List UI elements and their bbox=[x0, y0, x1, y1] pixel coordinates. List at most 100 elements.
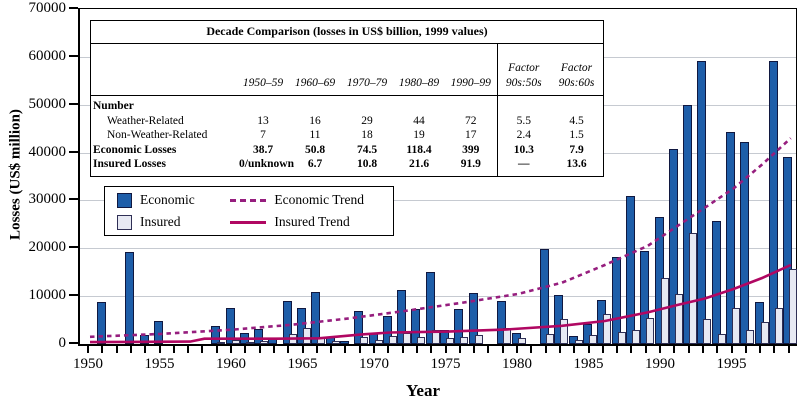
y-tick-label: 50000 bbox=[28, 95, 67, 112]
x-tick bbox=[144, 345, 147, 353]
bar-economic-1993 bbox=[697, 60, 707, 344]
bar-economic-1991 bbox=[668, 148, 678, 344]
bar-insured-1990 bbox=[660, 278, 669, 344]
table-cell: 1.5 bbox=[569, 129, 584, 141]
x-tick-label: 1975 bbox=[430, 356, 461, 372]
table-cell: 44 bbox=[413, 114, 425, 127]
legend-item-solid: Insured Trend bbox=[230, 214, 387, 230]
table-cell bbox=[496, 95, 550, 114]
bar-economic-1971 bbox=[382, 315, 392, 344]
table-cell: 16 bbox=[309, 114, 321, 127]
bar-insured-1973 bbox=[417, 336, 426, 344]
bar-insured-1998 bbox=[774, 307, 783, 344]
table-row: Insured Losses 0/unknown 6.7 10.8 21.6 91.9 — 1… bbox=[91, 157, 603, 176]
x-tick bbox=[473, 345, 476, 353]
x-tick-label: 1970 bbox=[359, 356, 389, 372]
bar-insured-1988 bbox=[631, 329, 640, 344]
table-row: Economic Losses 38.7 50.8 74.5 118.4 399 10.3 7… bbox=[91, 142, 603, 157]
x-tick-label: 1955 bbox=[144, 356, 175, 372]
table-cell: — bbox=[496, 157, 550, 176]
legend-item-dashed: Economic Trend bbox=[230, 192, 387, 208]
y-tick bbox=[69, 342, 78, 344]
table-cell bbox=[289, 96, 341, 114]
insured-trend-swatch bbox=[230, 220, 267, 224]
x-tick bbox=[272, 345, 275, 353]
bar-economic-1998 bbox=[768, 60, 778, 344]
y-tick bbox=[69, 102, 78, 105]
bar-insured-1972 bbox=[403, 333, 412, 344]
bar-insured-1974 bbox=[431, 329, 440, 344]
table-cell: 91.9 bbox=[460, 158, 481, 170]
x-tick bbox=[558, 345, 561, 353]
y-tick-label: 60000 bbox=[28, 47, 67, 64]
table-row: Weather-Related 13 16 29 44 72 5.5 4.5 bbox=[91, 113, 603, 128]
economic-swatch bbox=[117, 192, 132, 208]
x-tick bbox=[458, 345, 461, 353]
bar-insured-1993 bbox=[703, 319, 712, 344]
x-tick bbox=[659, 345, 661, 353]
table-cell: 7 bbox=[260, 129, 266, 141]
bar-economic-1982 bbox=[540, 249, 550, 344]
bar-insured-1999 bbox=[789, 268, 798, 344]
table-cell bbox=[393, 96, 445, 114]
table-row-label: Number bbox=[93, 100, 134, 112]
bar-economic-1959 bbox=[211, 326, 221, 344]
x-tick bbox=[344, 345, 347, 353]
insured-trend-line bbox=[89, 263, 792, 344]
bar-insured-1992 bbox=[689, 232, 698, 344]
x-tick bbox=[101, 345, 104, 353]
y-tick bbox=[69, 198, 78, 201]
legend-item-econ: Economic bbox=[117, 192, 230, 208]
table-header-decade: 1980–89 bbox=[393, 44, 445, 96]
bar-insured-1977 bbox=[474, 335, 483, 344]
y-tick bbox=[69, 294, 78, 297]
economic-trend-line bbox=[89, 137, 792, 339]
x-tick bbox=[759, 345, 762, 353]
bar-insured-1986 bbox=[603, 314, 612, 344]
x-tick bbox=[287, 345, 290, 353]
table-grid: 1950–59 1960–69 1970–79 1980–89 1990–99 Facto… bbox=[91, 44, 603, 176]
x-tick bbox=[330, 345, 333, 353]
bar-insured-1970 bbox=[374, 339, 383, 344]
table-cell: 5.5 bbox=[496, 113, 550, 128]
bar-economic-1995 bbox=[726, 132, 735, 344]
bar-economic-1962 bbox=[254, 329, 264, 344]
table-cell: 0/unknown bbox=[239, 158, 294, 170]
x-tick bbox=[501, 345, 504, 353]
table-header-decade: 1960–69 bbox=[289, 44, 341, 96]
bar-economic-1969 bbox=[354, 310, 364, 344]
table-cell: 2.4 bbox=[496, 128, 550, 143]
bar-insured-1960 bbox=[231, 339, 240, 344]
gridline bbox=[80, 248, 796, 250]
bar-insured-1983 bbox=[560, 319, 569, 344]
table-cell: 19 bbox=[413, 129, 425, 141]
gridline bbox=[80, 200, 796, 202]
table-cell: 10.8 bbox=[356, 158, 378, 170]
table-cell: 38.7 bbox=[252, 143, 274, 156]
table-cell bbox=[550, 96, 603, 114]
table-cell: 17 bbox=[465, 129, 477, 141]
table-cell: 29 bbox=[361, 114, 373, 127]
table-header-empty bbox=[91, 44, 237, 96]
bar-insured-1995 bbox=[732, 307, 740, 344]
legend-label: Insured bbox=[140, 214, 181, 229]
bar-economic-1951 bbox=[96, 302, 106, 344]
table-header-row: 1950–59 1960–69 1970–79 1980–89 1990–99 Facto… bbox=[91, 44, 603, 96]
legend-label: Insured Trend bbox=[274, 214, 350, 229]
table-cell: 21.6 bbox=[408, 158, 430, 170]
bar-insured-1976 bbox=[460, 336, 469, 344]
y-tick-label: 0 bbox=[58, 335, 67, 351]
x-tick-label: 1965 bbox=[287, 356, 318, 372]
bar-economic-1994 bbox=[711, 221, 721, 344]
legend-label: Economic bbox=[140, 192, 195, 207]
x-tick bbox=[730, 345, 733, 353]
bar-economic-1985 bbox=[583, 324, 592, 344]
bar-economic-1968 bbox=[339, 340, 349, 344]
x-tick bbox=[415, 345, 418, 353]
x-tick bbox=[644, 345, 647, 353]
y-tick-label: 40000 bbox=[28, 143, 67, 160]
x-tick bbox=[115, 345, 118, 353]
x-tick bbox=[716, 345, 719, 353]
x-axis-title: Year bbox=[406, 381, 440, 400]
x-tick bbox=[587, 345, 590, 353]
